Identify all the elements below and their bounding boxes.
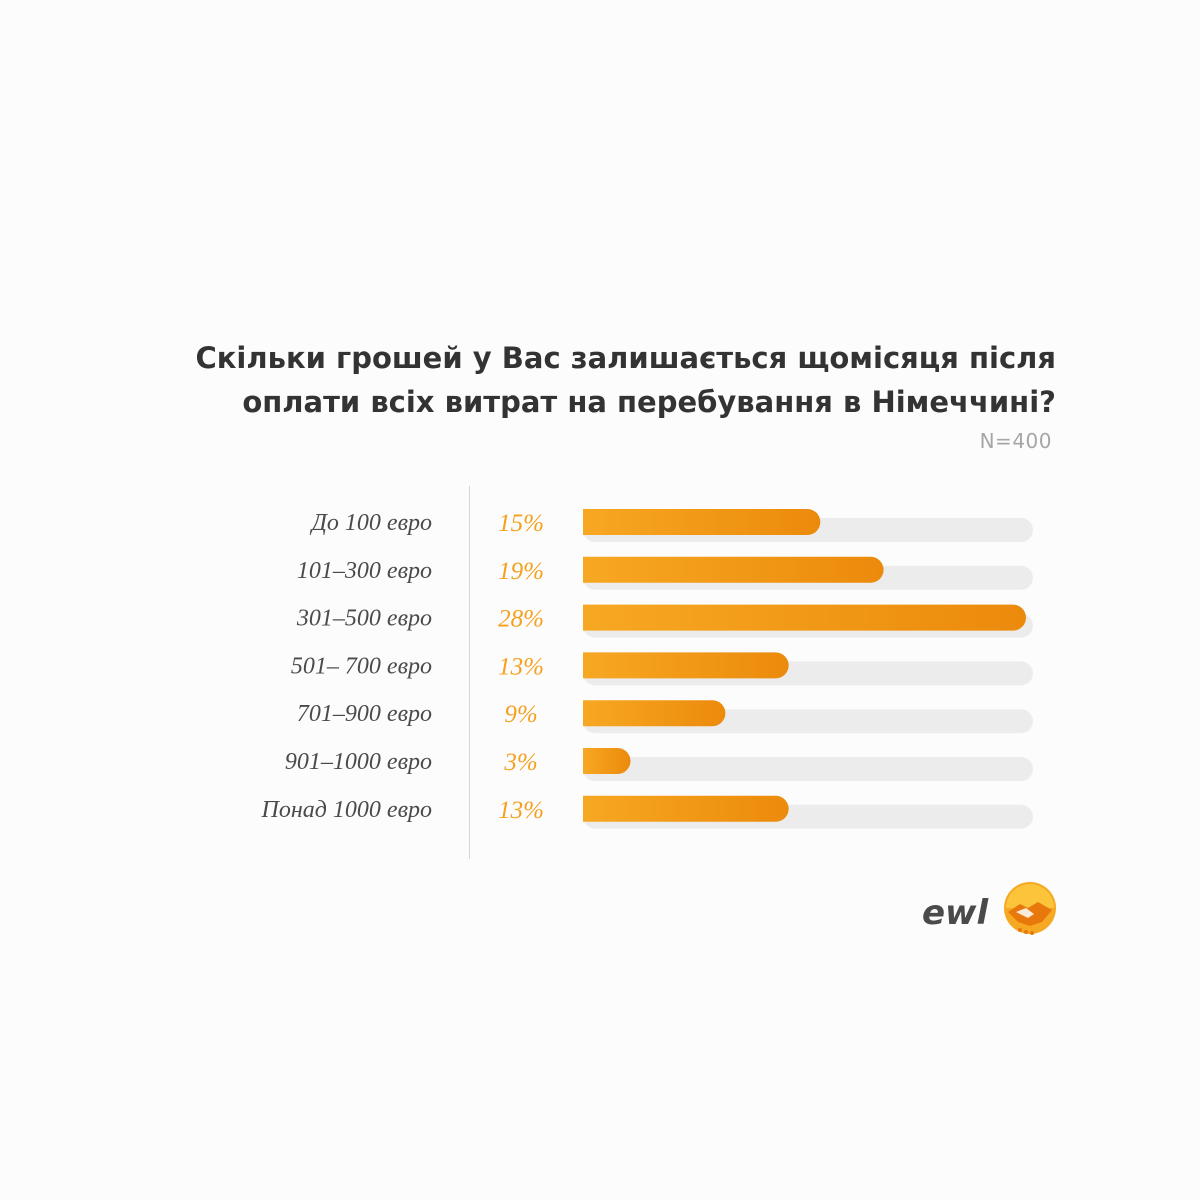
category-label: 101–300 евро	[297, 558, 432, 584]
percent-label: 19%	[498, 558, 544, 585]
handshake-icon	[1004, 882, 1056, 935]
category-label: 501– 700 евро	[291, 653, 432, 679]
category-label: Понад 1000 евро	[261, 797, 432, 823]
bar	[583, 556, 884, 583]
category-label: 701–900 евро	[297, 701, 432, 727]
bar	[583, 795, 789, 822]
percent-label: 15%	[498, 510, 544, 537]
category-label: 901–1000 евро	[285, 749, 432, 775]
bar-track	[583, 757, 1033, 781]
axis-divider	[469, 486, 470, 859]
chart-title: Скільки грошей у Вас залишається щомісяц…	[150, 336, 1056, 424]
bar	[583, 509, 821, 535]
percent-label: 13%	[498, 797, 544, 824]
percent-label: 28%	[498, 606, 544, 633]
bar	[583, 748, 631, 774]
logo-text: ewl	[922, 893, 989, 933]
percent-label: 13%	[498, 653, 544, 680]
bar	[583, 700, 726, 727]
chart-title-line-2: оплати всіх витрат на перебування в Німе…	[242, 385, 1056, 419]
chart-rows: До 100 евро 15% 101–300 евро 19% 301–500 евр…	[261, 509, 1033, 829]
chart-title-line-1: Скільки грошей у Вас залишається щомісяц…	[195, 341, 1056, 375]
ewl-logo: ewl	[922, 882, 1056, 935]
percent-label: 9%	[504, 701, 537, 728]
percent-label: 3%	[503, 749, 537, 776]
category-label: 301–500 евро	[296, 606, 432, 632]
sample-size-label: N=400	[979, 429, 1052, 453]
category-label: До 100 евро	[310, 510, 432, 536]
bar	[583, 652, 789, 679]
bar	[583, 604, 1026, 631]
